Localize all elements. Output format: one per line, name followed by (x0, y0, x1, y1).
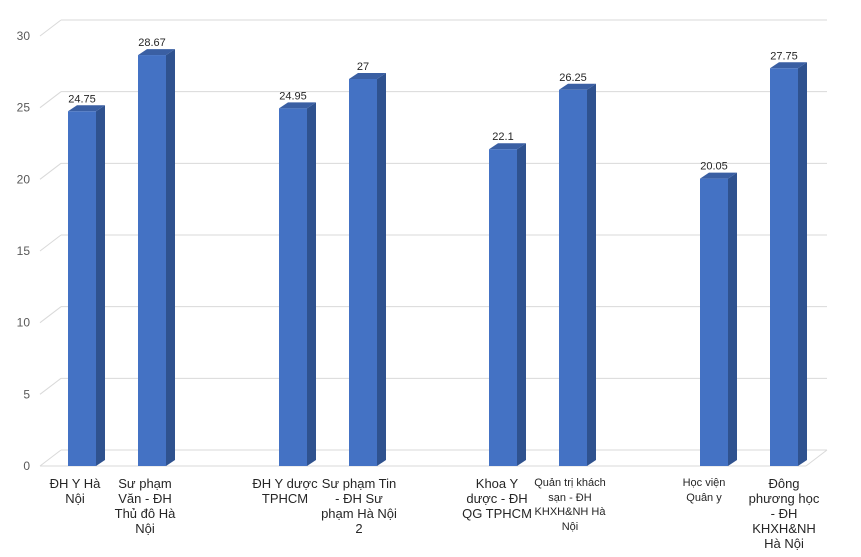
category-label: Khoa Y dược - ĐH QG TPHCM (462, 476, 532, 521)
floor-edge-depth (805, 449, 828, 467)
data-label: 20.05 (700, 161, 728, 173)
gridline-depth (39, 234, 62, 252)
bar (700, 178, 728, 466)
gridline-depth (39, 19, 62, 37)
bar-side (517, 143, 526, 466)
y-tick-label: 10 (17, 316, 31, 330)
gridline-depth (39, 91, 62, 109)
bar (489, 149, 517, 466)
bar (279, 108, 307, 466)
bar (349, 79, 377, 466)
bar-side (377, 73, 386, 466)
data-label: 22.1 (492, 131, 513, 143)
bar-top (68, 105, 105, 112)
y-tick-label: 20 (17, 172, 31, 186)
y-tick-label: 0 (23, 459, 30, 473)
bar (770, 68, 798, 466)
gridline-depth (39, 306, 62, 324)
bar-top (489, 143, 526, 150)
bar-top (349, 73, 386, 79)
bar-top (279, 102, 316, 109)
category-label: Học viện Quân y (682, 477, 726, 504)
bar-top (559, 83, 596, 90)
bar-side (728, 172, 737, 466)
y-tick-label: 25 (17, 101, 31, 115)
bar (559, 89, 587, 466)
gridline-depth (39, 377, 62, 395)
data-label: 28.67 (138, 37, 166, 49)
bar-side (166, 49, 175, 467)
bar (68, 111, 96, 466)
category-label: ĐH Y Hà Nội (49, 476, 101, 506)
data-label: 27 (357, 61, 369, 73)
bar-side (96, 105, 105, 466)
y-tick-label: 5 (23, 387, 30, 401)
bar (138, 55, 166, 467)
category-label: ĐH Y dược TPHCM (252, 476, 318, 506)
data-label: 24.75 (68, 93, 96, 105)
bar-top (700, 172, 737, 179)
bar-side (587, 83, 596, 466)
data-label: 24.95 (279, 90, 307, 102)
y-tick-label: 30 (17, 29, 31, 43)
category-label: Sư phạm Văn - ĐH Thủ đô Hà Nội (114, 476, 176, 536)
category-label: Đông phương học - ĐH KHXH&NH Hà Nội (748, 476, 820, 551)
bar-side (307, 102, 316, 466)
bar-side (798, 62, 807, 466)
gridline-depth (39, 449, 62, 467)
category-label: Quản trị khách sạn - ĐH KHXH&NH Hà Nội (534, 477, 606, 533)
category-label: Sư phạm Tin - ĐH Sư phạm Hà Nội 2 (321, 476, 397, 536)
bar-top (770, 62, 807, 69)
data-label: 26.25 (559, 72, 587, 84)
bar-top (138, 49, 175, 56)
data-label: 27.75 (770, 50, 798, 62)
y-tick-label: 15 (17, 244, 31, 258)
gridline-depth (39, 162, 62, 180)
